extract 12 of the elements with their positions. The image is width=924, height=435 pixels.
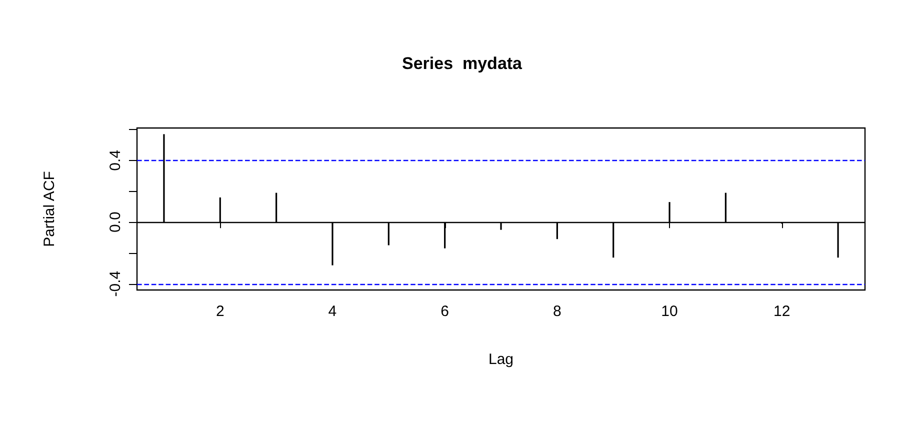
x-tick-label: 12 xyxy=(774,303,790,320)
x-tick-label: 8 xyxy=(553,303,562,320)
y-tick-label: 0.4 xyxy=(107,150,124,171)
y-tick-label: -0.4 xyxy=(107,270,124,297)
y-tick-label: 0.0 xyxy=(107,212,124,233)
x-tick-label: 6 xyxy=(440,303,449,320)
x-tick-label: 10 xyxy=(661,303,678,320)
chart-title: Series mydata xyxy=(402,54,523,73)
x-axis-title: Lag xyxy=(488,351,514,368)
x-tick-label: 2 xyxy=(216,303,224,320)
y-axis-title: Partial ACF xyxy=(41,171,58,247)
x-tick-label: 4 xyxy=(328,303,337,320)
